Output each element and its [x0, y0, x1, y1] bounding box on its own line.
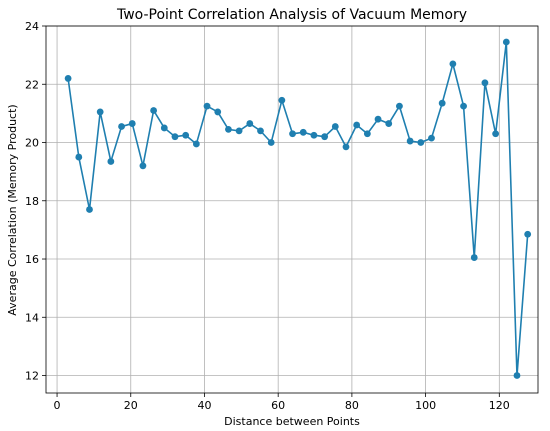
data-point	[96, 108, 104, 116]
data-point	[64, 75, 72, 82]
data-point	[289, 130, 296, 138]
x-tick-label: 40	[197, 399, 211, 412]
data-point	[107, 158, 115, 165]
x-tick-label: 80	[345, 399, 359, 412]
y-axis-label: Average Correlation (Memory Product)	[6, 104, 19, 315]
data-point	[299, 128, 307, 136]
data-point	[438, 99, 446, 107]
data-point	[353, 121, 361, 129]
y-tick-label: 18	[25, 195, 39, 208]
y-tick-label: 20	[25, 137, 39, 150]
data-point	[492, 130, 500, 138]
data-point	[502, 38, 510, 46]
data-point	[139, 162, 147, 170]
data-point	[278, 96, 286, 104]
x-tick-label: 120	[489, 399, 510, 412]
data-point	[363, 130, 371, 138]
data-point	[331, 123, 339, 130]
x-tick-label: 100	[415, 399, 436, 412]
data-point	[225, 125, 232, 133]
y-tick-label: 24	[25, 20, 39, 33]
data-point	[182, 131, 190, 139]
y-tick-label: 16	[25, 253, 39, 266]
data-point	[235, 127, 243, 135]
data-point	[374, 115, 382, 123]
data-point	[203, 102, 211, 110]
data-point	[150, 107, 158, 114]
data-point	[396, 102, 403, 110]
data-point	[75, 153, 83, 161]
data-point	[385, 120, 393, 127]
plot-frame	[45, 25, 539, 394]
data-point	[118, 123, 125, 130]
y-tick-label: 22	[25, 78, 39, 91]
data-point	[214, 108, 222, 116]
y-tick-label: 14	[25, 311, 39, 324]
data-point	[267, 139, 275, 146]
y-tick-label: 12	[25, 370, 39, 383]
x-tick-label: 60	[271, 399, 285, 412]
data-point	[321, 133, 329, 141]
data-point	[524, 230, 532, 238]
data-point	[460, 102, 467, 110]
series-line-layer	[67, 41, 529, 377]
data-point	[171, 133, 179, 141]
data-point-layer	[64, 38, 532, 379]
grid	[46, 25, 538, 393]
data-point	[406, 137, 414, 145]
y-axis-ticks: 12 14 16 18 20 22 24	[25, 20, 46, 383]
data-point	[310, 131, 318, 139]
data-point	[417, 139, 425, 146]
x-axis-ticks: 0 20 40 60 80 100 120	[54, 393, 510, 412]
x-tick-label: 0	[54, 399, 61, 412]
data-point	[470, 254, 478, 261]
series-line	[67, 41, 529, 377]
data-point	[86, 206, 93, 213]
data-point	[192, 140, 200, 148]
data-point	[246, 120, 254, 127]
data-point	[257, 127, 264, 135]
chart-title: Two-Point Correlation Analysis of Vacuum…	[116, 7, 467, 23]
data-point	[481, 79, 489, 87]
x-axis-label: Distance between Points	[224, 415, 360, 428]
data-point	[342, 143, 350, 151]
x-tick-label: 20	[124, 399, 138, 412]
data-point	[160, 124, 168, 132]
data-point	[513, 372, 521, 379]
data-point	[128, 120, 136, 127]
data-point	[428, 134, 435, 142]
data-point	[449, 60, 457, 68]
